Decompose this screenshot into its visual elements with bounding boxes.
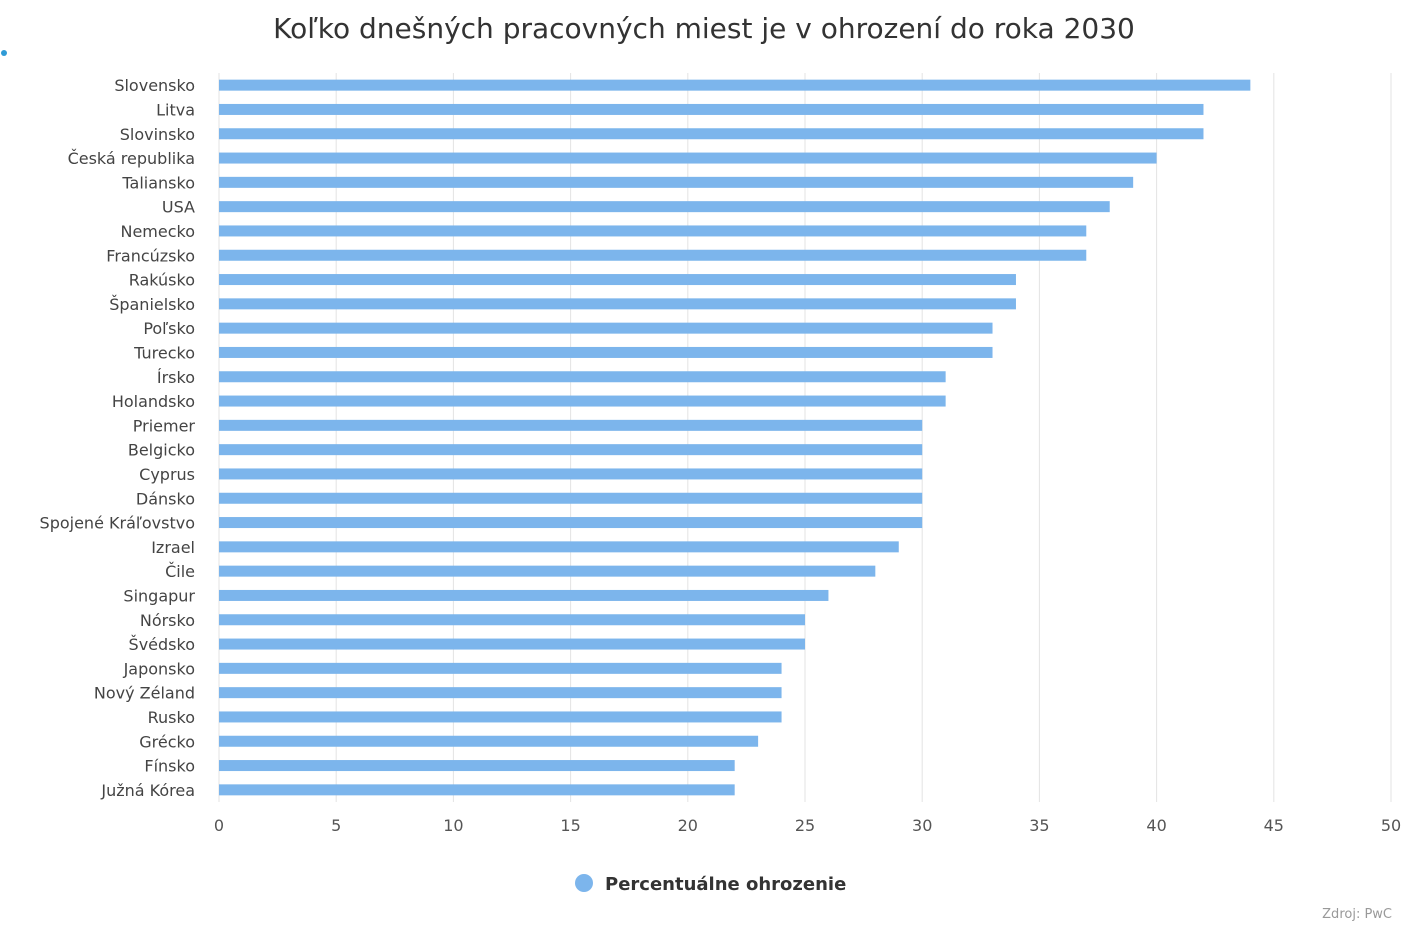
bar[interactable] bbox=[219, 444, 923, 456]
category-label: Japonsko bbox=[123, 659, 195, 678]
category-label: Poľsko bbox=[143, 319, 195, 338]
bar[interactable] bbox=[219, 103, 1204, 115]
category-label: Rusko bbox=[148, 708, 195, 727]
x-axis-ticks: 0 5 10 15 20 25 30 35 40 45 50 bbox=[214, 816, 1401, 835]
legend[interactable]: Percentuálne ohrozenie bbox=[575, 874, 846, 895]
bar[interactable] bbox=[219, 176, 1134, 188]
bar[interactable] bbox=[219, 711, 782, 723]
category-label: Singapur bbox=[123, 586, 195, 605]
x-tick-label: 25 bbox=[795, 816, 815, 835]
category-label: Čile bbox=[165, 562, 195, 581]
category-label: Belgicko bbox=[128, 441, 195, 460]
x-tick-label: 35 bbox=[1029, 816, 1049, 835]
bars bbox=[219, 79, 1251, 796]
x-tick-label: 50 bbox=[1381, 816, 1401, 835]
x-tick-label: 20 bbox=[678, 816, 698, 835]
category-label: Izrael bbox=[151, 538, 195, 557]
bar[interactable] bbox=[219, 638, 805, 650]
bar[interactable] bbox=[219, 468, 923, 480]
category-label: Španielsko bbox=[109, 295, 195, 314]
x-tick-label: 40 bbox=[1146, 816, 1166, 835]
legend-label: Percentuálne ohrozenie bbox=[605, 874, 846, 895]
bar[interactable] bbox=[219, 687, 782, 699]
bar[interactable] bbox=[219, 662, 782, 674]
bar[interactable] bbox=[219, 735, 759, 747]
category-label: Francúzsko bbox=[106, 246, 195, 265]
category-label: Česká republika bbox=[68, 149, 195, 168]
x-tick-label: 30 bbox=[912, 816, 932, 835]
category-label: USA bbox=[162, 198, 195, 217]
bar[interactable] bbox=[219, 274, 1016, 286]
bar[interactable] bbox=[219, 565, 876, 577]
chart-title: Koľko dnešných pracovných miest je v ohr… bbox=[273, 12, 1135, 45]
category-label: Rakúsko bbox=[129, 271, 195, 290]
category-label: Taliansko bbox=[121, 173, 195, 192]
category-label: Nemecko bbox=[120, 222, 195, 241]
category-label: Turecko bbox=[133, 343, 195, 362]
category-label: Švédsko bbox=[129, 635, 195, 654]
category-label: Priemer bbox=[133, 416, 196, 435]
bar[interactable] bbox=[219, 371, 946, 383]
corner-dot bbox=[1, 50, 7, 56]
category-label: Južná Kórea bbox=[100, 781, 195, 800]
bar[interactable] bbox=[219, 225, 1087, 237]
bar[interactable] bbox=[219, 128, 1204, 140]
category-label: Fínsko bbox=[144, 757, 195, 776]
bar[interactable] bbox=[219, 249, 1087, 261]
category-label: Dánsko bbox=[136, 489, 195, 508]
category-label: Írsko bbox=[157, 368, 195, 387]
bar[interactable] bbox=[219, 589, 829, 601]
category-labels: Slovensko Litva Slovinsko Česká republika Ta… bbox=[40, 76, 196, 800]
category-label: Slovinsko bbox=[120, 125, 195, 144]
category-label: Litva bbox=[156, 100, 195, 119]
category-label: Grécko bbox=[139, 732, 195, 751]
x-tick-label: 10 bbox=[443, 816, 463, 835]
bar[interactable] bbox=[219, 760, 735, 772]
bar[interactable] bbox=[219, 419, 923, 431]
x-tick-label: 45 bbox=[1264, 816, 1284, 835]
x-tick-label: 0 bbox=[214, 816, 224, 835]
bar[interactable] bbox=[219, 298, 1016, 310]
bar[interactable] bbox=[219, 541, 899, 553]
category-label: Nórsko bbox=[140, 611, 195, 630]
x-tick-label: 5 bbox=[331, 816, 341, 835]
bar[interactable] bbox=[219, 517, 923, 529]
category-label: Nový Zéland bbox=[94, 684, 195, 703]
x-tick-label: 15 bbox=[560, 816, 580, 835]
credit[interactable]: Zdroj: PwC bbox=[1322, 907, 1392, 922]
category-label: Holandsko bbox=[112, 392, 195, 411]
legend-marker bbox=[575, 874, 593, 892]
bar[interactable] bbox=[219, 614, 805, 626]
category-label: Spojené Kráľovstvo bbox=[40, 514, 195, 533]
bar[interactable] bbox=[219, 322, 993, 334]
bar[interactable] bbox=[219, 492, 923, 504]
category-label: Slovensko bbox=[114, 76, 195, 95]
bar[interactable] bbox=[219, 152, 1157, 164]
bar[interactable] bbox=[219, 346, 993, 358]
bar[interactable] bbox=[219, 395, 946, 407]
bar[interactable] bbox=[219, 201, 1110, 213]
category-label: Cyprus bbox=[139, 465, 195, 484]
bar[interactable] bbox=[219, 79, 1251, 91]
grid bbox=[218, 73, 1392, 802]
bar[interactable] bbox=[219, 784, 735, 796]
